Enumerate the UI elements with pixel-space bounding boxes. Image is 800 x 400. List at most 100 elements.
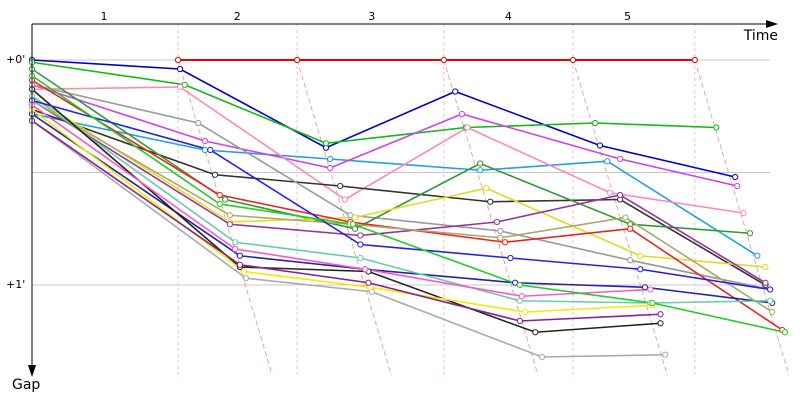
point-marker <box>781 329 789 336</box>
point-marker <box>592 119 599 127</box>
point-marker <box>357 254 364 262</box>
point-marker <box>240 268 248 275</box>
point-marker <box>627 257 634 264</box>
point-marker <box>326 155 334 163</box>
point-marker <box>569 56 577 64</box>
point-marker <box>483 185 490 192</box>
point-marker <box>522 308 529 316</box>
point-marker <box>487 198 494 205</box>
point-marker <box>176 65 184 73</box>
series-line <box>31 75 786 334</box>
point-marker <box>349 221 357 228</box>
point-marker <box>477 167 484 174</box>
point-marker <box>232 245 239 253</box>
point-marker <box>647 286 654 293</box>
lap-diagonal <box>572 59 668 376</box>
point-marker <box>641 284 649 291</box>
point-marker <box>195 119 202 127</box>
series-line <box>31 61 717 145</box>
point-marker <box>207 146 214 154</box>
point-marker <box>507 254 514 262</box>
point-marker <box>769 308 776 316</box>
point-marker <box>617 191 624 199</box>
point-marker <box>201 146 209 154</box>
point-marker <box>497 234 504 241</box>
point-marker <box>236 261 244 268</box>
series-line <box>31 99 771 291</box>
point-marker <box>357 232 364 239</box>
point-marker <box>746 230 754 237</box>
point-marker <box>767 286 774 293</box>
y-tick-label: +1' <box>6 278 25 291</box>
point-marker <box>216 191 223 199</box>
point-marker <box>762 263 769 271</box>
x-tick-label: 3 <box>368 10 375 23</box>
x-tick-label: 2 <box>234 10 241 23</box>
point-marker <box>176 83 184 91</box>
point-marker <box>662 351 669 358</box>
series-line <box>31 88 661 334</box>
series-line <box>31 99 773 313</box>
point-marker <box>211 171 219 178</box>
point-marker <box>596 142 604 149</box>
x-axis-arrow <box>766 20 778 28</box>
series-line <box>31 99 766 284</box>
point-marker <box>691 56 698 64</box>
x-axis-label: Time <box>743 28 778 44</box>
point-marker <box>734 182 741 190</box>
lap-lines <box>177 24 790 376</box>
point-marker <box>464 124 471 131</box>
point-marker <box>452 88 459 95</box>
point-marker <box>326 164 334 172</box>
lap-diagonal <box>694 59 790 376</box>
point-marker <box>657 320 664 327</box>
point-marker <box>627 225 634 232</box>
point-marker <box>322 140 330 147</box>
series-line <box>31 83 771 291</box>
point-marker <box>732 173 739 181</box>
point-marker <box>361 266 369 273</box>
point-marker <box>201 137 209 145</box>
point-marker <box>337 182 344 190</box>
y-axis-arrow <box>28 365 36 377</box>
point-marker <box>606 189 614 196</box>
series-line <box>31 108 766 286</box>
data-layer <box>28 56 789 361</box>
point-marker <box>516 281 523 289</box>
point-marker <box>754 252 761 259</box>
point-marker <box>222 196 229 203</box>
grid-layer <box>32 59 770 286</box>
point-marker <box>622 214 629 221</box>
point-marker <box>713 124 720 131</box>
point-marker <box>501 239 509 246</box>
point-marker <box>458 110 466 118</box>
point-marker <box>357 241 364 248</box>
point-marker <box>762 279 769 286</box>
point-marker <box>341 196 348 203</box>
point-marker <box>226 212 233 219</box>
series-line <box>31 113 773 304</box>
point-marker <box>497 227 504 235</box>
series-line <box>31 95 771 304</box>
point-marker <box>365 279 372 286</box>
series-line <box>31 59 736 178</box>
x-tick-label: 4 <box>505 10 512 23</box>
point-marker <box>657 311 664 318</box>
point-marker <box>351 214 359 221</box>
point-marker <box>174 56 182 64</box>
point-marker <box>532 329 539 336</box>
point-marker <box>232 239 239 246</box>
x-tick-label: 5 <box>624 10 631 23</box>
point-marker <box>538 353 546 361</box>
point-marker <box>493 218 501 226</box>
y-axis-label: Gap <box>12 377 40 393</box>
point-marker <box>740 209 747 217</box>
point-marker <box>637 252 644 259</box>
series-line <box>31 79 783 331</box>
point-marker <box>477 160 484 167</box>
point-marker <box>767 297 774 304</box>
point-marker <box>440 56 447 64</box>
lap-diagonal <box>177 59 273 376</box>
series-line <box>31 95 766 268</box>
